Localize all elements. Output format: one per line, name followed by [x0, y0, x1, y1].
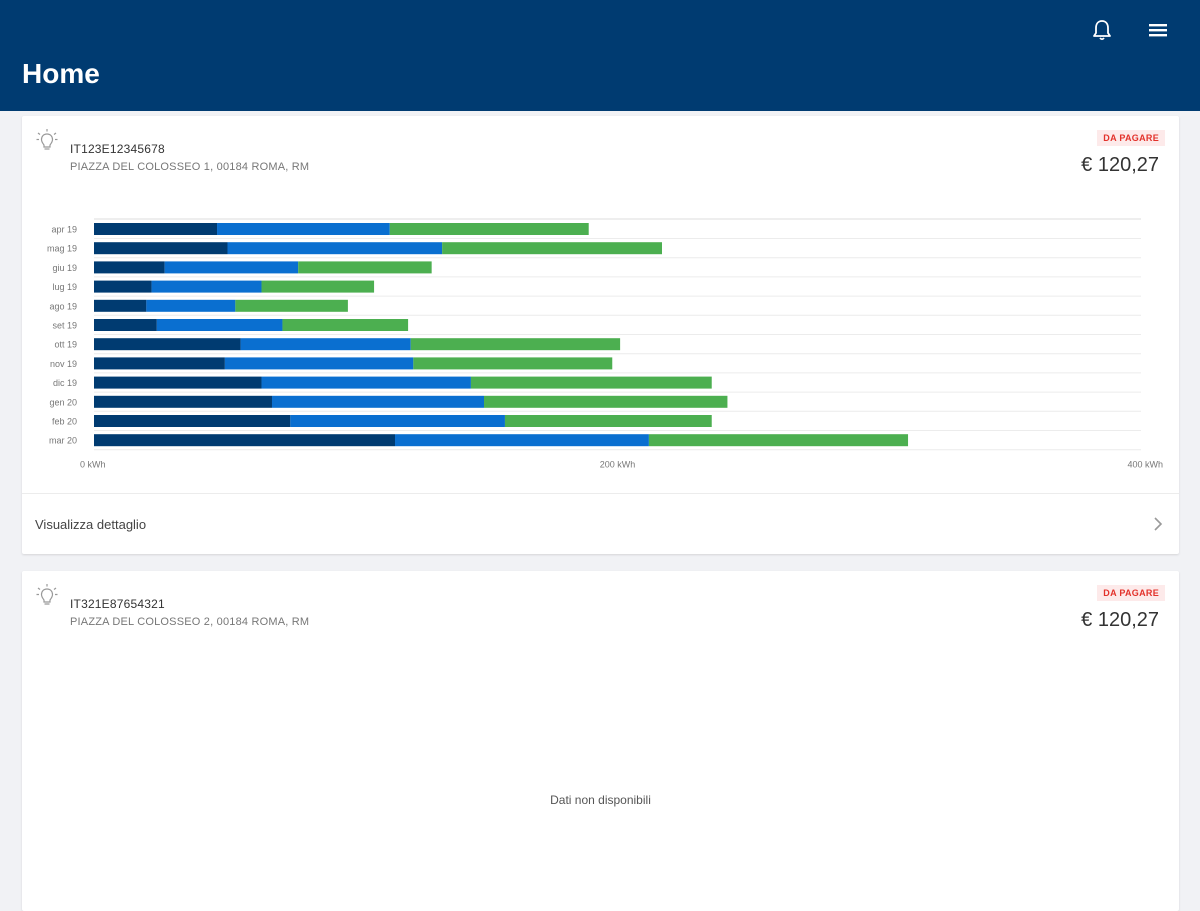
bar-segment: [94, 261, 165, 274]
y-tick-label: mar 20: [49, 436, 77, 446]
menu-icon: [1149, 24, 1167, 37]
bar-segment: [648, 434, 909, 447]
y-tick-label: ott 19: [54, 340, 77, 350]
bar-segment: [94, 434, 396, 447]
bill-amount: € 120,27: [1081, 609, 1159, 631]
x-tick-label: 0 kWh: [80, 459, 106, 469]
bar-segment: [261, 376, 471, 389]
lightbulb-icon: [36, 129, 58, 150]
bar-segment: [224, 357, 414, 370]
bar-segment: [94, 242, 228, 255]
bar-segment: [442, 242, 662, 255]
bar-segment: [94, 223, 218, 235]
supply-card-2: IT321E87654321 PIAZZA DEL COLOSSEO 2, 00…: [22, 571, 1179, 911]
view-detail-label: Visualizza dettaglio: [35, 517, 147, 532]
status-badge: DA PAGARE: [1097, 130, 1165, 146]
supply-code: IT123E12345678: [70, 142, 165, 156]
notifications-button[interactable]: [1084, 12, 1120, 48]
bar-segment: [94, 357, 225, 370]
x-tick-label: 400 kWh: [1127, 459, 1163, 469]
bar-segment: [235, 299, 348, 312]
supply-card-1: IT123E12345678 PIAZZA DEL COLOSSEO 1, 00…: [22, 116, 1179, 554]
bar-segment: [504, 415, 712, 427]
view-detail-row[interactable]: Visualizza dettaglio: [22, 493, 1179, 554]
y-tick-label: feb 20: [52, 417, 77, 427]
bar-segment: [151, 280, 262, 293]
y-tick-label: set 19: [52, 321, 77, 331]
y-tick-label: lug 19: [52, 282, 77, 292]
bar-segment: [146, 299, 236, 312]
y-tick-label: gen 20: [49, 397, 77, 407]
y-tick-label: nov 19: [50, 359, 77, 369]
consumption-chart: apr 19 mag 19 giu 19 lug 19 ago 19 set 19 ott …: [47, 218, 1163, 469]
chevron-right-icon: [1154, 517, 1163, 531]
bar-segment: [470, 376, 712, 389]
bill-amount: € 120,27: [1081, 154, 1159, 176]
bar-segment: [156, 319, 283, 331]
bar-segment: [484, 395, 728, 408]
bar-segment: [227, 242, 443, 255]
bar-segment: [261, 280, 375, 293]
bar-segment: [94, 338, 241, 351]
bell-icon: [1093, 20, 1111, 41]
no-data-message: Dati non disponibili: [550, 793, 651, 807]
bar-segment: [413, 357, 613, 370]
y-tick-label: apr 19: [51, 225, 77, 235]
page-title: Home: [22, 58, 100, 89]
y-tick-label: dic 19: [53, 378, 77, 388]
supply-code: IT321E87654321: [70, 597, 165, 611]
menu-button[interactable]: [1140, 12, 1176, 48]
bar-segment: [94, 319, 157, 331]
x-tick-label: 200 kWh: [600, 459, 636, 469]
bar-segment: [298, 261, 432, 274]
bar-segment: [271, 395, 485, 408]
bar-segment: [94, 299, 147, 312]
bar-segment: [94, 376, 262, 389]
bar-segment: [217, 223, 390, 235]
y-tick-label: giu 19: [52, 263, 77, 273]
bar-segment: [290, 415, 505, 427]
bar-segment: [395, 434, 649, 447]
status-badge: DA PAGARE: [1097, 585, 1165, 601]
y-tick-label: ago 19: [49, 301, 77, 311]
bar-segment: [282, 319, 409, 331]
bar-segment: [240, 338, 411, 351]
bar-segment: [389, 223, 589, 235]
bar-segment: [164, 261, 299, 274]
supply-address: PIAZZA DEL COLOSSEO 1, 00184 ROMA, RM: [70, 161, 310, 173]
bar-segment: [94, 395, 272, 408]
supply-address: PIAZZA DEL COLOSSEO 2, 00184 ROMA, RM: [70, 616, 310, 628]
bar-segment: [94, 280, 152, 293]
bar-segment: [410, 338, 621, 351]
bar-segment: [94, 415, 291, 427]
app-bar: Home: [0, 0, 1200, 111]
lightbulb-icon: [36, 584, 58, 605]
y-tick-label: mag 19: [47, 244, 77, 254]
